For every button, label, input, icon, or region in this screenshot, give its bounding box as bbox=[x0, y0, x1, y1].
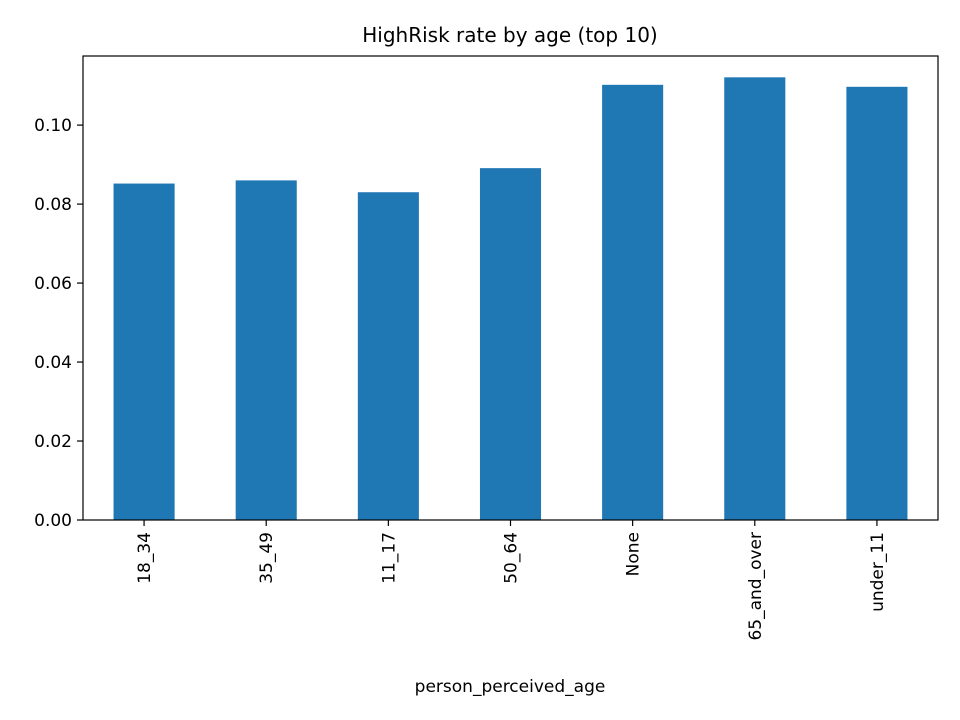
chart-title: HighRisk rate by age (top 10) bbox=[362, 23, 657, 47]
bar-35_49 bbox=[235, 180, 297, 521]
x-tick-label: under_11 bbox=[868, 532, 888, 612]
bar-18_34 bbox=[113, 183, 175, 520]
bar-None bbox=[602, 84, 664, 520]
y-tick-label: 0.00 bbox=[34, 511, 72, 531]
bar-11_17 bbox=[357, 192, 419, 521]
x-tick-label: 11_17 bbox=[379, 532, 399, 584]
y-tick-label: 0.02 bbox=[34, 432, 72, 452]
x-axis-title: person_perceived_age bbox=[415, 677, 606, 697]
bar-50_64 bbox=[479, 168, 542, 520]
bar-65_and_over bbox=[724, 77, 786, 521]
plot-frame bbox=[82, 55, 939, 521]
x-tick-label: None bbox=[624, 532, 644, 576]
x-tick-label: 35_49 bbox=[257, 532, 277, 584]
x-tick-label: 18_34 bbox=[135, 532, 155, 584]
y-tick-label: 0.06 bbox=[34, 274, 72, 294]
x-tick-label: 50_64 bbox=[502, 532, 522, 584]
y-tick-label: 0.04 bbox=[34, 353, 72, 373]
bar-under_11 bbox=[846, 86, 908, 521]
y-tick-label: 0.10 bbox=[34, 116, 72, 136]
x-tick-label: 65_and_over bbox=[746, 532, 766, 641]
plot-area: 18_34 35_49 11_17 50_64 None 65_and_over under… bbox=[34, 55, 939, 641]
y-tick-label: 0.08 bbox=[34, 195, 72, 215]
